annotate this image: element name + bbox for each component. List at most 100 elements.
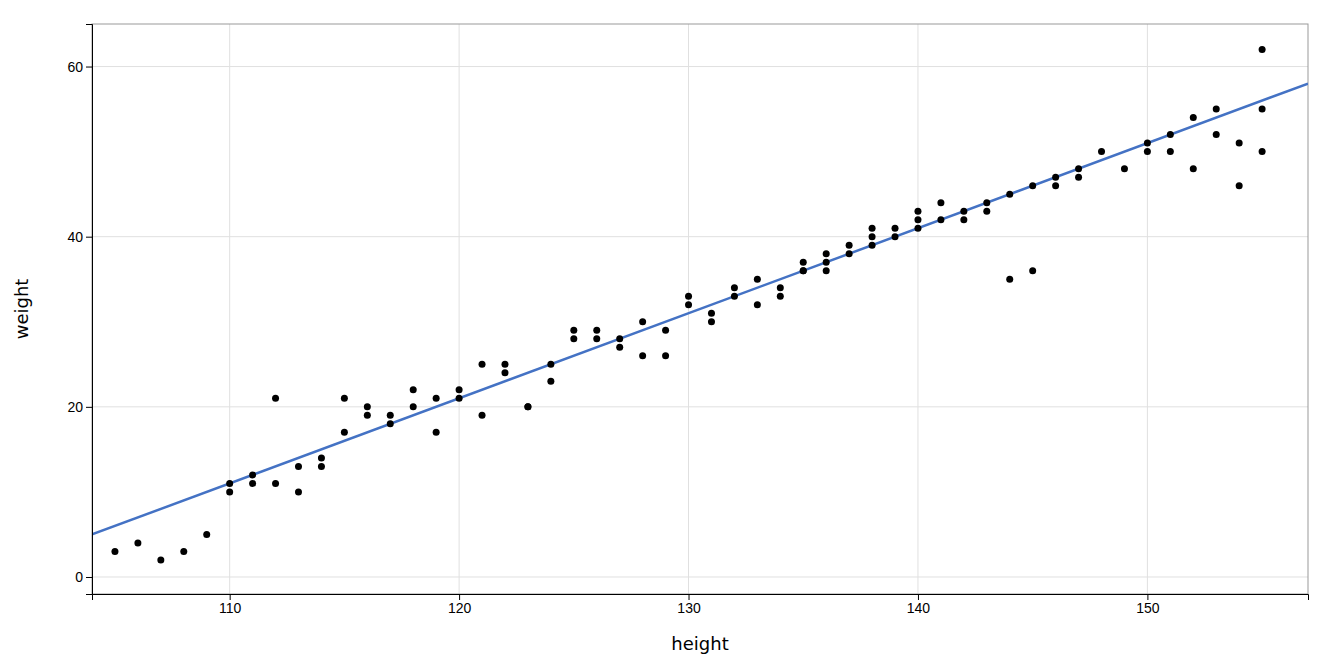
point <box>272 395 279 402</box>
grid-line-y <box>92 66 1308 67</box>
point <box>1213 131 1220 138</box>
point <box>937 216 944 223</box>
point <box>157 556 164 563</box>
grid-line-y <box>92 236 1308 237</box>
point <box>708 310 715 317</box>
point <box>639 352 646 359</box>
point <box>823 250 830 257</box>
point <box>708 318 715 325</box>
point <box>731 284 738 291</box>
point <box>800 267 807 274</box>
point <box>295 463 302 470</box>
point <box>1075 165 1082 172</box>
point <box>433 429 440 436</box>
point <box>295 488 302 495</box>
tick-label: 150 <box>1136 600 1160 616</box>
point <box>777 284 784 291</box>
point <box>1190 114 1197 121</box>
scatter-points <box>111 46 1265 563</box>
tick-label: 40 <box>67 229 83 245</box>
point <box>226 480 233 487</box>
point <box>685 301 692 308</box>
tick-mark <box>86 577 92 578</box>
point <box>1029 182 1036 189</box>
point <box>983 208 990 215</box>
point <box>754 276 761 283</box>
axis-line <box>86 25 93 595</box>
point <box>318 463 325 470</box>
tick-label: 120 <box>448 600 472 616</box>
point <box>1006 191 1013 198</box>
point <box>914 216 921 223</box>
tick-label: 130 <box>677 600 701 616</box>
point <box>387 412 394 419</box>
point <box>501 361 508 368</box>
point <box>547 378 554 385</box>
point <box>1190 165 1197 172</box>
chart: 1101201301401500204060heightweight <box>0 0 1344 672</box>
point <box>1236 182 1243 189</box>
y-axis: 0204060 <box>67 25 92 595</box>
point <box>456 395 463 402</box>
marks <box>92 46 1308 563</box>
point <box>570 327 577 334</box>
point <box>570 335 577 342</box>
point <box>272 480 279 487</box>
point <box>1167 148 1174 155</box>
tick-mark <box>86 237 92 238</box>
grid-line-x <box>917 24 918 594</box>
point <box>823 259 830 266</box>
grid-line-y <box>92 406 1308 407</box>
point <box>937 199 944 206</box>
point <box>226 488 233 495</box>
tick-label: 140 <box>907 600 931 616</box>
point <box>846 250 853 257</box>
plot-frame <box>92 24 1308 594</box>
point <box>249 480 256 487</box>
point <box>524 403 531 410</box>
point <box>524 403 531 410</box>
point <box>1259 148 1266 155</box>
point <box>846 242 853 249</box>
point <box>1098 148 1105 155</box>
point <box>1167 131 1174 138</box>
point <box>479 361 486 368</box>
tick: 60 <box>67 59 92 75</box>
point <box>1259 106 1266 113</box>
point <box>1052 182 1059 189</box>
x-axis: 110 120 130 140 150 <box>93 594 1309 616</box>
tick: 130 <box>677 594 701 616</box>
tick-mark <box>86 67 92 68</box>
point <box>1052 174 1059 181</box>
tick: 120 <box>448 594 472 616</box>
tick-label: 110 <box>219 600 242 616</box>
plot: 1101201301401500204060 <box>67 24 1308 616</box>
point <box>593 335 600 342</box>
point <box>639 318 646 325</box>
point <box>892 225 899 232</box>
point <box>547 361 554 368</box>
tick-mark <box>86 407 92 408</box>
y-axis-title: weight <box>11 279 32 340</box>
grid-line-x <box>688 24 689 594</box>
point <box>387 420 394 427</box>
point <box>1006 276 1013 283</box>
point <box>960 208 967 215</box>
point <box>1259 46 1266 53</box>
point <box>616 344 623 351</box>
point <box>1144 140 1151 147</box>
point <box>364 403 371 410</box>
point <box>823 267 830 274</box>
tick: 150 <box>1136 594 1160 616</box>
point <box>364 412 371 419</box>
grid-line-y <box>92 576 1308 577</box>
point <box>892 233 899 240</box>
point <box>960 216 967 223</box>
point <box>869 233 876 240</box>
point <box>754 301 761 308</box>
point <box>1144 148 1151 155</box>
grid-line-x <box>229 24 230 594</box>
point <box>134 539 141 546</box>
tick-label: 20 <box>67 399 83 415</box>
tick: 20 <box>67 399 92 415</box>
